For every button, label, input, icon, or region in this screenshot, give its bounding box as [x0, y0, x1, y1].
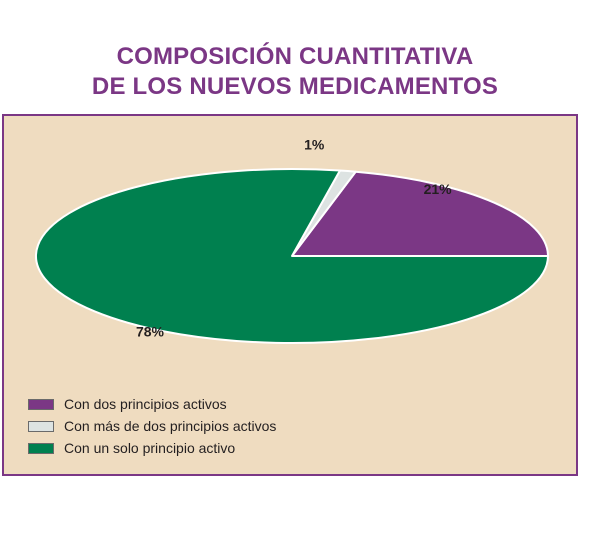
- chart-title-line-1: COMPOSICIÓN CUANTITATIVA: [116, 43, 474, 70]
- legend-label-dos-principios: Con dos principios activos: [64, 396, 227, 412]
- chart-title-line-2: DE LOS NUEVOS MEDICAMENTOS: [91, 73, 499, 100]
- legend-item-dos-principios: Con dos principios activos: [28, 393, 276, 415]
- pie-label-mas-de-dos-principios: 1%: [304, 137, 325, 153]
- legend-swatch-un-solo-principio: [28, 442, 54, 454]
- pie-slice-un-solo-principio: [35, 168, 549, 344]
- chart-title: COMPOSICIÓN CUANTITATIVA DE LOS NUEVOS M…: [0, 42, 590, 102]
- legend: Con dos principios activos Con más de do…: [28, 393, 276, 459]
- pie-label-dos-principios: 21%: [424, 181, 453, 197]
- legend-swatch-mas-de-dos-principios: [28, 420, 54, 432]
- pie-label-un-solo-principio: 78%: [136, 324, 165, 340]
- legend-label-un-solo-principio: Con un solo principio activo: [64, 440, 236, 456]
- legend-swatch-dos-principios: [28, 398, 54, 410]
- legend-item-un-solo-principio: Con un solo principio activo: [28, 437, 276, 459]
- pie-slice-dos-principios: [291, 170, 549, 257]
- legend-item-mas-de-dos-principios: Con más de dos principios activos: [28, 415, 276, 437]
- legend-label-mas-de-dos-principios: Con más de dos principios activos: [64, 418, 277, 434]
